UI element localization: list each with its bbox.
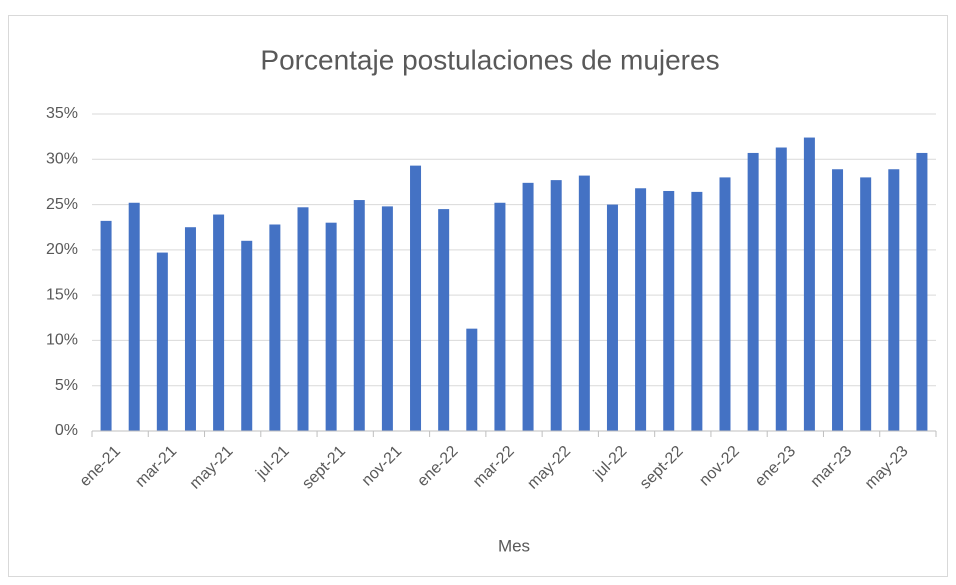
y-tick-label: 30% (46, 151, 78, 168)
bar (522, 182, 534, 431)
bar (747, 152, 759, 431)
bar (888, 169, 900, 431)
bar (297, 207, 309, 431)
y-tick-label: 20% (46, 241, 78, 258)
bar (466, 328, 478, 431)
bar (663, 190, 675, 431)
bar (128, 202, 140, 431)
bar (550, 180, 562, 431)
bar (156, 252, 168, 431)
bar (410, 165, 422, 431)
y-tick-label: 35% (46, 105, 78, 122)
bar (213, 214, 225, 431)
bar (184, 227, 196, 431)
bar (578, 175, 590, 431)
bar (438, 209, 450, 431)
bar (860, 177, 872, 431)
chart-title: Porcentaje postulaciones de mujeres (260, 44, 719, 75)
bar (691, 191, 703, 431)
y-tick-label: 0% (55, 422, 78, 439)
y-tick-label: 10% (46, 332, 78, 349)
bar (269, 224, 281, 431)
bar (635, 188, 647, 431)
bar (381, 206, 393, 431)
bar (241, 240, 253, 431)
bar (719, 177, 731, 431)
bar (803, 137, 815, 431)
y-tick-label: 25% (46, 196, 78, 213)
bar (325, 222, 337, 431)
y-tick-label: 5% (55, 377, 78, 394)
y-tick-label: 15% (46, 286, 78, 303)
bar (606, 204, 618, 431)
bar (775, 147, 787, 432)
bar (494, 202, 506, 431)
bar (100, 220, 112, 431)
x-axis-label: Mes (498, 536, 530, 555)
bar (916, 152, 928, 431)
bar (832, 169, 844, 431)
bar (353, 200, 365, 431)
